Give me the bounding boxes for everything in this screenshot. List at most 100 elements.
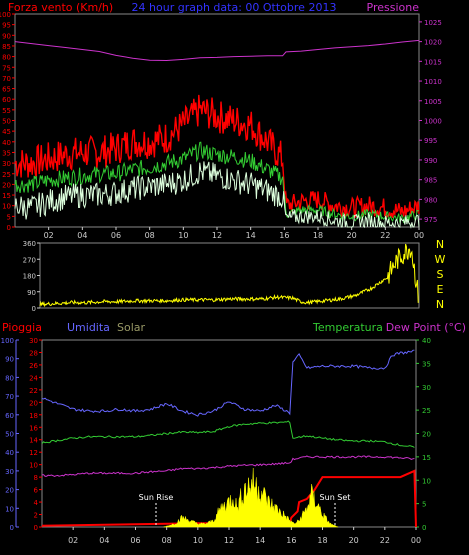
rain-tick-label: 2: [34, 512, 38, 520]
direction-letter: N: [436, 298, 444, 311]
series-dew-point: [42, 455, 415, 477]
humidity-tick-label: 70: [5, 393, 14, 401]
series-direction: [39, 243, 419, 308]
x-tick-label: 04: [77, 231, 87, 240]
humidity-tick-label: 30: [5, 468, 14, 476]
humidity-tick-label: 10: [5, 505, 14, 513]
left-tick-label: 85: [2, 43, 11, 51]
humidity-tick-label: 80: [5, 374, 14, 382]
date-title: 24 hour graph data: 00 Ottobre 2013: [132, 1, 337, 14]
humidity-title: Umidita: [67, 321, 110, 334]
temp-tick-label: 30: [422, 384, 431, 392]
x-tick-label: 22: [380, 231, 390, 240]
left-tick-label: 80: [2, 54, 11, 62]
x-tick-label: 02: [68, 536, 78, 545]
temp-humidity-rain-chart: 0102030405060708090100024681012141618202…: [1, 337, 431, 545]
left-tick-label: 25: [2, 171, 11, 179]
right-tick-label: 1015: [424, 58, 442, 66]
left-tick-label: 5: [7, 213, 11, 221]
wind-pressure-chart: 0510152025303540455055606570758085909510…: [0, 11, 442, 240]
temp-tick-label: 20: [422, 431, 431, 439]
dir-tick-label: 270: [23, 256, 36, 264]
series-media: [14, 141, 420, 223]
humidity-tick-label: 90: [5, 356, 14, 364]
x-tick-label: 20: [349, 536, 359, 545]
x-tick-label: 14: [246, 231, 256, 240]
rain-tick-label: 12: [29, 449, 38, 457]
series-temperatura: [41, 420, 415, 448]
rain-tick-label: 24: [29, 374, 38, 382]
left-tick-label: 100: [0, 11, 11, 19]
humidity-tick-label: 20: [5, 487, 14, 495]
left-tick-label: 75: [2, 64, 11, 72]
left-tick-label: 45: [2, 128, 11, 136]
humidity-tick-label: 0: [10, 524, 14, 532]
rain-title: Pioggia: [2, 321, 42, 334]
left-tick-label: 0: [7, 224, 11, 232]
temp-tick-label: 10: [422, 477, 431, 485]
dir-tick-label: 180: [23, 273, 36, 281]
left-tick-label: 65: [2, 86, 11, 94]
right-tick-label: 980: [424, 196, 437, 204]
series-raffica: [14, 94, 420, 220]
rain-tick-label: 4: [34, 499, 39, 507]
dir-tick-label: 90: [27, 289, 36, 297]
temp-tick-label: 40: [422, 337, 431, 345]
direction-letter: W: [435, 253, 446, 266]
dir-tick-label: 360: [23, 240, 36, 248]
x-tick-label: 18: [317, 536, 327, 545]
wind-direction-chart: 0 90 180 270 360: [23, 240, 420, 313]
x-tick-label: 12: [212, 231, 222, 240]
solar-title: Solar: [117, 321, 146, 334]
x-tick-label: 08: [162, 536, 172, 545]
left-tick-label: 60: [2, 96, 11, 104]
right-tick-label: 1010: [424, 78, 442, 86]
right-tick-label: 995: [424, 137, 437, 145]
temp-tick-label: 35: [422, 360, 431, 368]
left-tick-label: 40: [2, 139, 11, 147]
series-solar: [163, 467, 339, 528]
left-tick-label: 15: [2, 192, 11, 200]
x-tick-label: 00: [414, 231, 424, 240]
x-tick-label: 16: [286, 536, 296, 545]
rain-tick-label: 8: [34, 474, 38, 482]
right-tick-label: 1000: [424, 118, 442, 126]
right-tick-label: 1025: [424, 19, 442, 27]
rain-tick-label: 22: [29, 387, 38, 395]
sunset-label: Sun Set: [320, 493, 351, 502]
humidity-tick-label: 100: [1, 337, 14, 345]
series-vento: [14, 161, 420, 229]
series-pressione: [14, 39, 420, 62]
rain-tick-label: 6: [34, 487, 39, 495]
left-tick-label: 95: [2, 22, 11, 30]
temp-tick-label: 5: [422, 501, 426, 509]
direction-letter: S: [437, 268, 444, 281]
rain-tick-label: 26: [29, 362, 38, 370]
x-tick-label: 10: [193, 536, 203, 545]
right-tick-label: 985: [424, 177, 437, 185]
left-tick-label: 20: [2, 181, 11, 189]
temperature-title: Temperatura: [312, 321, 383, 334]
right-tick-label: 990: [424, 157, 437, 165]
x-tick-label: 18: [313, 231, 323, 240]
temp-tick-label: 25: [422, 407, 431, 415]
dewpoint-title: Dew Point (°C): [386, 321, 466, 334]
rain-tick-label: 16: [29, 424, 38, 432]
sunrise-label: Sun Rise: [139, 493, 174, 502]
rain-tick-label: 18: [29, 412, 38, 420]
direction-letter: E: [437, 283, 444, 296]
rain-tick-label: 10: [29, 462, 38, 470]
temp-tick-label: 15: [422, 454, 431, 462]
right-tick-label: 1005: [424, 98, 442, 106]
rain-tick-label: 28: [29, 349, 38, 357]
x-tick-label: 06: [130, 536, 140, 545]
humidity-tick-label: 40: [5, 449, 14, 457]
x-tick-label: 12: [224, 536, 234, 545]
x-tick-label: 04: [99, 536, 109, 545]
x-tick-label: 06: [111, 231, 121, 240]
left-tick-label: 10: [2, 203, 11, 211]
rain-tick-label: 30: [29, 337, 38, 345]
humidity-tick-label: 60: [5, 412, 14, 420]
